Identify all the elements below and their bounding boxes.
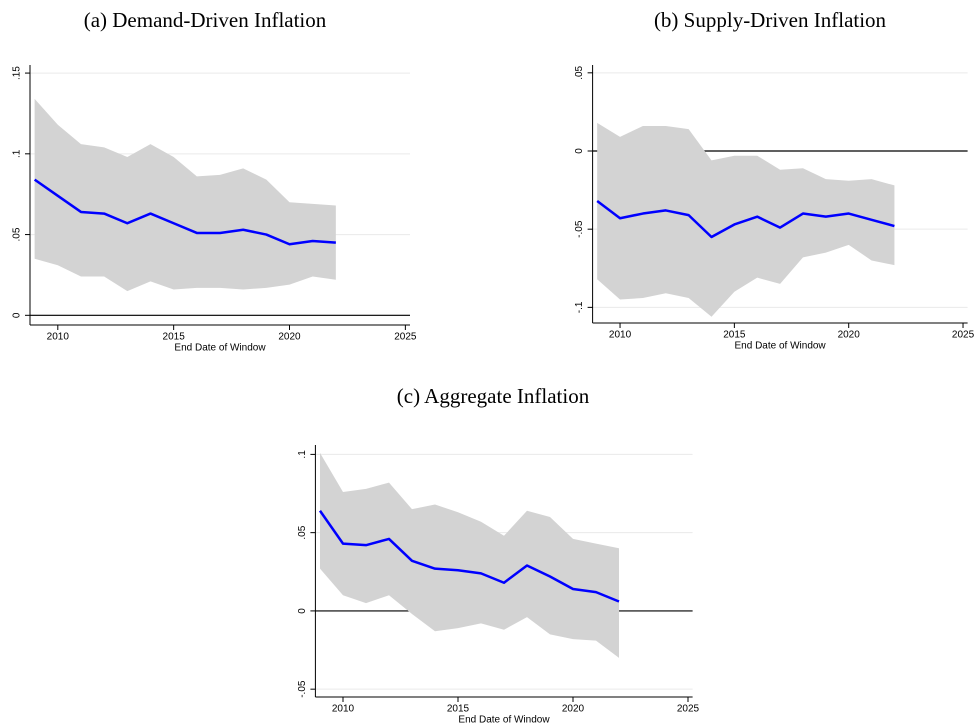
line xyxy=(596,200,895,239)
x-axis-label: End Date of Window xyxy=(174,343,266,354)
x-axis-label: End Date of Window xyxy=(458,715,550,726)
y-tick-label: -.05 xyxy=(574,220,585,238)
panel-title: (b) Supply-Driven Inflation xyxy=(654,8,887,32)
panel-title: (a) Demand-Driven Inflation xyxy=(84,8,327,32)
x-tick-label: 2015 xyxy=(723,330,746,341)
x-tick-label: 2015 xyxy=(447,704,470,715)
line xyxy=(33,178,336,246)
y-tick-label: .1 xyxy=(12,149,23,158)
x-tick-label: 2025 xyxy=(394,332,417,343)
x-tick-label: 2015 xyxy=(163,332,186,343)
x-tick-label: 2020 xyxy=(562,704,585,715)
y-tick-label: .05 xyxy=(574,65,585,79)
line xyxy=(318,510,620,603)
confidence-band xyxy=(34,98,336,292)
y-tick-label: .1 xyxy=(297,450,308,459)
x-tick-label: 2010 xyxy=(332,704,355,715)
y-tick-label: 0 xyxy=(574,148,585,154)
y-tick-label: -.1 xyxy=(574,301,585,313)
x-tick-label: 2025 xyxy=(677,704,700,715)
y-tick-label: .05 xyxy=(12,227,23,241)
y-tick-label: -.05 xyxy=(297,680,308,698)
y-tick-label: 0 xyxy=(12,312,23,318)
confidence-band xyxy=(320,452,619,658)
x-tick-label: 2010 xyxy=(47,332,70,343)
y-tick-label: 0 xyxy=(297,608,308,614)
panel-title: (c) Aggregate Inflation xyxy=(397,384,590,408)
y-tick-label: .05 xyxy=(297,525,308,539)
x-tick-label: 2010 xyxy=(609,330,632,341)
x-tick-label: 2020 xyxy=(278,332,301,343)
x-tick-label: 2020 xyxy=(838,330,861,341)
x-tick-label: 2025 xyxy=(952,330,975,341)
x-axis-label: End Date of Window xyxy=(735,341,827,352)
y-tick-label: .15 xyxy=(12,66,23,80)
